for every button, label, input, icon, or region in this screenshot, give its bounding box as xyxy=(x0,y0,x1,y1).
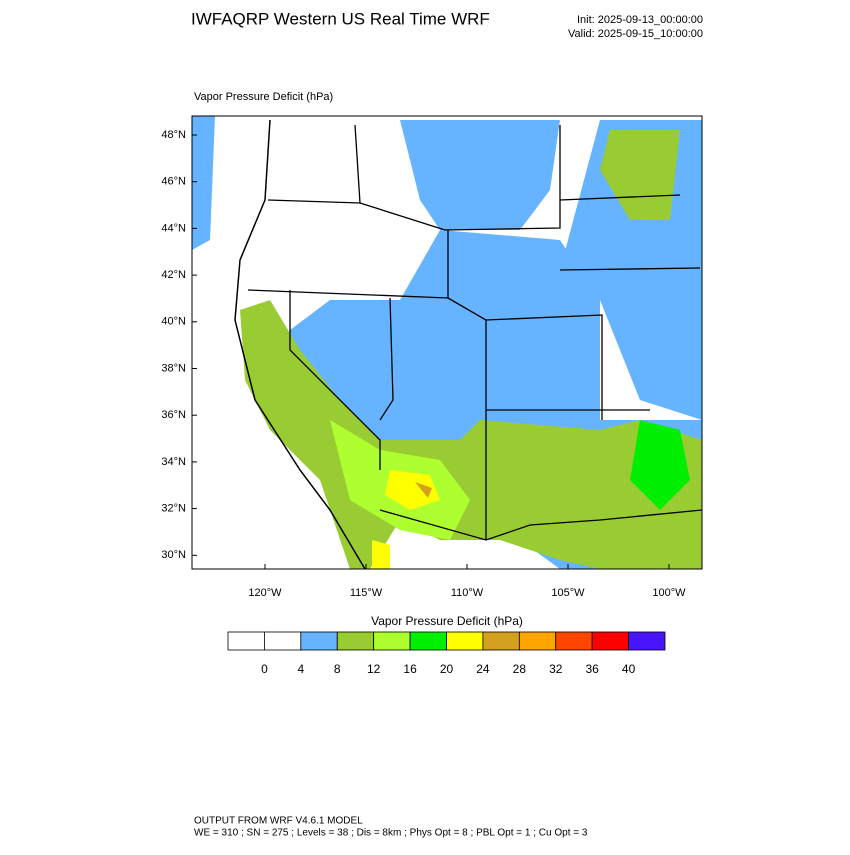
color-box xyxy=(336,631,375,651)
lat-label: 34°N xyxy=(161,456,186,468)
lon-label: 120°W xyxy=(248,587,282,599)
map-frame xyxy=(191,115,703,570)
lat-label: 42°N xyxy=(161,269,186,281)
footer-line: WE = 310 ; SN = 275 ; Levels = 38 ; Dis … xyxy=(194,828,588,839)
footer-line: OUTPUT FROM WRF V4.6.1 MODEL xyxy=(194,816,363,827)
ocean-field xyxy=(192,116,215,250)
yellow-area xyxy=(385,470,440,510)
legend-label: 8 xyxy=(334,662,341,676)
legend-title: Vapor Pressure Deficit (hPa) xyxy=(371,614,523,628)
color-box xyxy=(555,631,593,651)
state-borders xyxy=(247,124,702,541)
coastline xyxy=(234,119,366,569)
legend-label: 0 xyxy=(261,662,268,676)
legend-label: 16 xyxy=(403,662,417,676)
valid-time: Valid: 2025-09-15_10:00:00 xyxy=(568,28,703,40)
lat-label: 36°N xyxy=(161,409,186,421)
yellow-area xyxy=(372,540,390,569)
tan-area xyxy=(415,482,432,498)
init-time: Init: 2025-09-13_00:00:00 xyxy=(577,14,703,26)
map-field xyxy=(192,116,702,569)
lon-label: 115°W xyxy=(350,587,383,599)
color-box xyxy=(373,631,411,651)
lat-label: 48°N xyxy=(161,129,186,141)
legend-label: 12 xyxy=(367,662,381,676)
color-box xyxy=(409,631,447,651)
legend-label: 32 xyxy=(549,662,563,676)
colorbar: 0 4 8 12 16 20 24 28 32 36 40 xyxy=(227,631,666,676)
color-box xyxy=(628,631,666,651)
lat-label: 38°N xyxy=(161,362,186,374)
color-box xyxy=(264,631,302,651)
color-box xyxy=(227,631,265,651)
green20-area xyxy=(630,420,690,510)
lat-label: 40°N xyxy=(161,316,186,328)
axis-labels: 48°N 46°N 44°N 42°N 40°N 38°N 36°N 34°N 32°N 30°N… xyxy=(161,129,686,599)
legend-label: 28 xyxy=(513,662,527,676)
lon-label: 105°W xyxy=(551,587,585,599)
lon-label: 110°W xyxy=(451,587,484,599)
blue-area xyxy=(400,120,560,230)
lat-label: 32°N xyxy=(161,503,186,515)
legend-label: 24 xyxy=(476,662,490,676)
lat-label: 44°N xyxy=(161,222,186,234)
map-title: Vapor Pressure Deficit (hPa) xyxy=(194,91,333,103)
color-box xyxy=(300,631,338,651)
color-box xyxy=(591,631,629,651)
lat-label: 46°N xyxy=(161,176,186,188)
color-box xyxy=(446,631,484,651)
legend-label: 40 xyxy=(622,662,636,676)
legend-label: 36 xyxy=(585,662,599,676)
legend-label: 20 xyxy=(440,662,454,676)
lat-label: 30°N xyxy=(161,549,186,561)
color-box xyxy=(518,631,557,651)
color-box xyxy=(482,631,520,651)
legend-label: 4 xyxy=(297,662,304,676)
lon-label: 100°W xyxy=(652,587,686,599)
title: IWFAQRP Western US Real Time WRF xyxy=(191,9,490,28)
